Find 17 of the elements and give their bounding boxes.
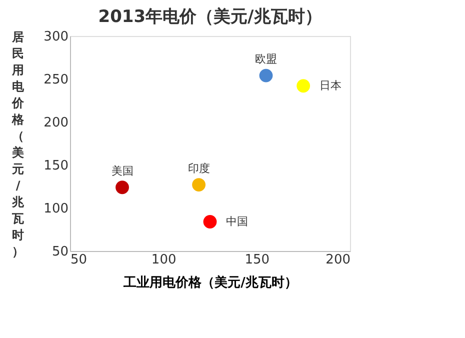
text: 居民用电价格（美元/兆瓦时） <box>12 30 24 258</box>
x-tick-label: 200 <box>326 252 350 268</box>
series-label: 日本 <box>319 78 342 92</box>
series-label: 美国 <box>111 164 134 178</box>
y-tick-label: 100 <box>44 202 68 216</box>
chart-title: 2013年电价（美元/兆瓦时） <box>98 7 322 27</box>
x-axis-title: 工业用电价格（美元/兆瓦时） <box>122 274 298 290</box>
series-label: 欧盟 <box>255 52 277 66</box>
x-tick-label: 150 <box>244 252 270 268</box>
x-tick-label: 50 <box>70 252 88 268</box>
series-label: 中国 <box>226 214 248 228</box>
y-tick-label: 200 <box>44 116 68 130</box>
y-tick-label: 150 <box>44 158 68 174</box>
series-label: 印度 <box>188 162 210 175</box>
x-tick-label: 100 <box>151 252 176 268</box>
y-tick-label: 250 <box>44 72 68 88</box>
y-tick-label: 300 <box>44 30 68 44</box>
